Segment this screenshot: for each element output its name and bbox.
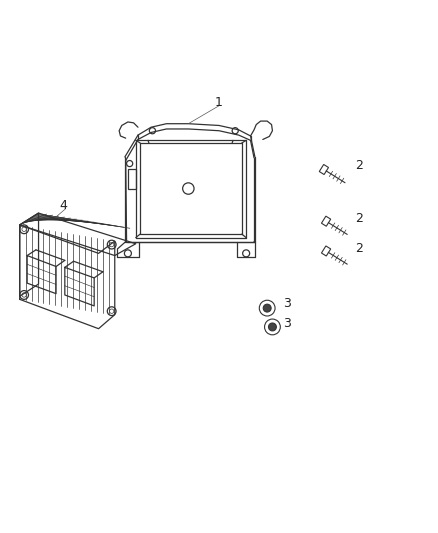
Bar: [128, 169, 136, 189]
Text: 1: 1: [215, 96, 223, 109]
Text: 2: 2: [355, 243, 363, 255]
Text: 4: 4: [60, 199, 67, 212]
Circle shape: [263, 304, 271, 312]
Text: 2: 2: [355, 212, 363, 225]
Text: 3: 3: [283, 297, 291, 310]
Text: 2: 2: [355, 159, 363, 172]
Circle shape: [268, 323, 276, 331]
Text: 3: 3: [283, 317, 291, 330]
